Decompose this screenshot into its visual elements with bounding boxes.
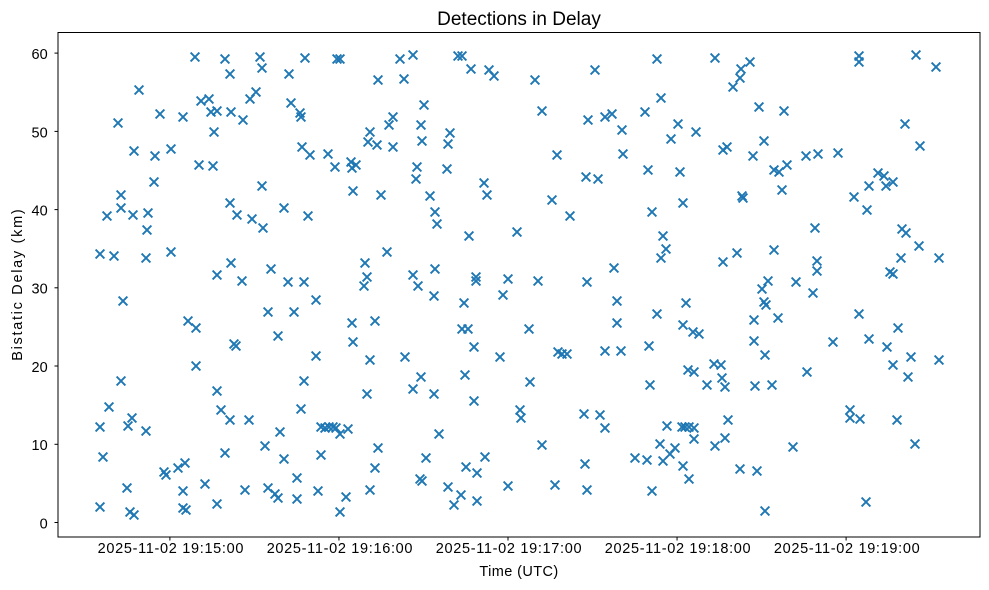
svg-text:Time (UTC): Time (UTC) (479, 564, 558, 580)
svg-text:2025-11-02 19:16:00: 2025-11-02 19:16:00 (267, 541, 414, 557)
svg-text:40: 40 (32, 204, 48, 220)
svg-text:2025-11-02 19:17:00: 2025-11-02 19:17:00 (436, 541, 583, 557)
svg-text:2025-11-02 19:15:00: 2025-11-02 19:15:00 (98, 541, 245, 557)
svg-text:60: 60 (32, 47, 48, 63)
svg-text:0: 0 (40, 516, 48, 532)
svg-text:2025-11-02 19:18:00: 2025-11-02 19:18:00 (605, 541, 752, 557)
svg-text:2025-11-02 19:19:00: 2025-11-02 19:19:00 (774, 541, 921, 557)
svg-text:20: 20 (32, 360, 48, 376)
svg-text:10: 10 (32, 438, 48, 454)
svg-text:Bistatic Delay (km): Bistatic Delay (km) (10, 208, 26, 361)
svg-text:30: 30 (32, 282, 48, 298)
svg-text:50: 50 (32, 125, 48, 141)
svg-text:Detections in Delay: Detections in Delay (437, 9, 601, 30)
